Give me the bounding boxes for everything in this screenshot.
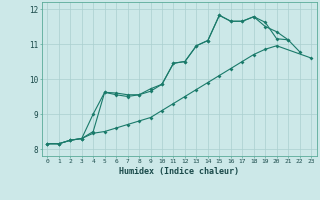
X-axis label: Humidex (Indice chaleur): Humidex (Indice chaleur) bbox=[119, 167, 239, 176]
